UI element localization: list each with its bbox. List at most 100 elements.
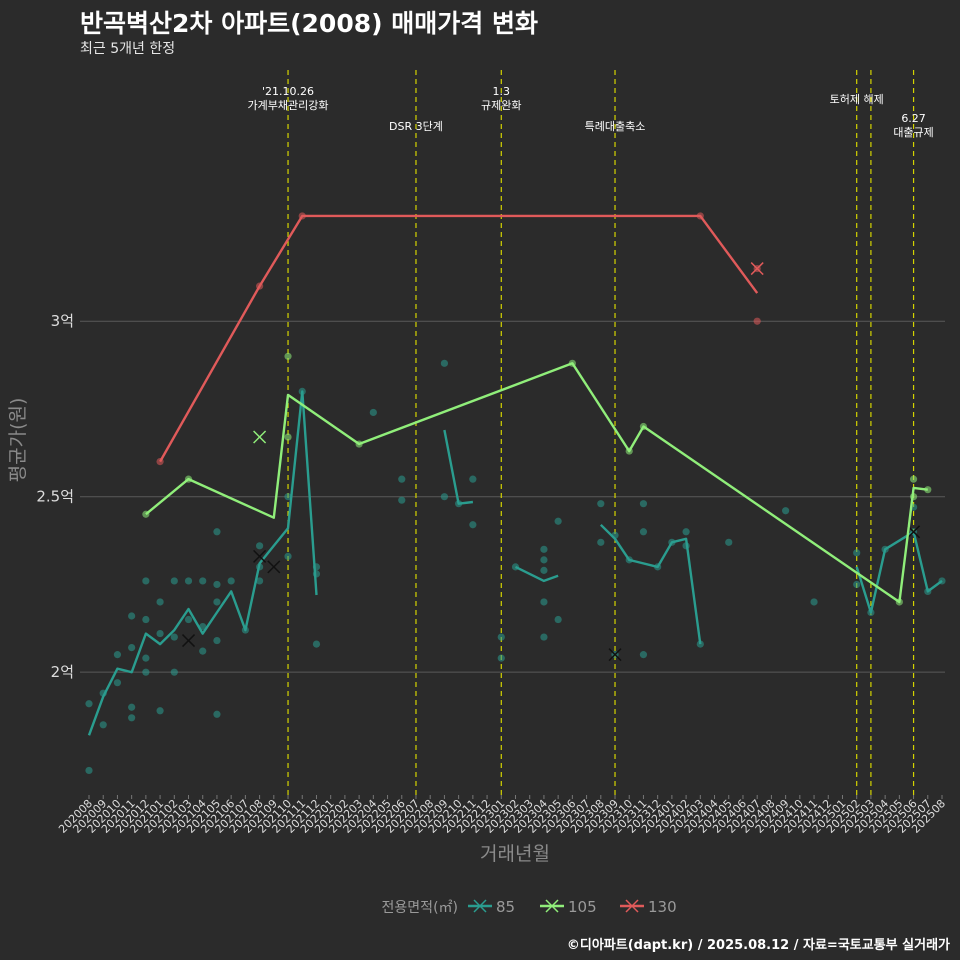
series-layer	[85, 212, 946, 775]
data-point	[398, 475, 406, 483]
legend-label: 105	[568, 898, 597, 916]
data-point	[540, 556, 548, 564]
data-point	[725, 538, 733, 546]
data-point	[284, 552, 292, 560]
series-130	[156, 212, 764, 466]
data-point	[540, 545, 548, 553]
cancel-mark-stroke	[750, 262, 764, 276]
series-line	[145, 362, 928, 604]
data-point	[170, 633, 178, 641]
cancel-mark-stroke	[181, 634, 196, 648]
cancel-mark-stroke	[907, 525, 921, 539]
event-annotation: 1.3 규제완화	[481, 85, 521, 112]
cancel-mark-stroke	[545, 899, 559, 913]
event-annotation: '21.10.26 가계부채관리강화	[248, 85, 329, 112]
data-point	[909, 475, 918, 483]
series-105	[142, 352, 932, 606]
data-point	[853, 549, 861, 557]
data-point	[256, 577, 264, 585]
cancel-mark-stroke	[253, 430, 267, 444]
cancel-mark-stroke	[473, 899, 487, 913]
series-line	[87, 390, 318, 736]
cancelled-trade-mark	[608, 648, 622, 662]
data-point	[682, 528, 690, 536]
data-point	[156, 629, 164, 638]
data-point	[639, 651, 648, 659]
legend-item-130: 130	[620, 898, 677, 916]
data-point	[184, 615, 193, 624]
data-point	[782, 507, 790, 515]
legend-title: 전용면적(㎡)	[382, 900, 458, 916]
series-line	[855, 530, 943, 614]
legend-label: 85	[496, 898, 515, 916]
event-annotation: 6.27 대출규제	[893, 112, 933, 139]
data-point	[213, 710, 221, 718]
legend-item-105: 105	[540, 898, 597, 916]
series-line	[443, 429, 474, 505]
data-point	[184, 577, 193, 585]
cancelled-trade-mark	[750, 262, 764, 276]
data-point	[99, 721, 107, 729]
data-point	[369, 408, 377, 417]
grid-layer	[80, 320, 945, 673]
cancelled-trade-mark	[253, 549, 267, 563]
data-point	[170, 577, 178, 585]
data-point	[256, 542, 264, 550]
data-point	[810, 598, 818, 606]
data-point	[469, 475, 477, 483]
data-point	[128, 703, 136, 711]
cancelled-trade-mark	[181, 634, 196, 648]
chart-title: 반곡벽산2차 아파트(2008) 매매가격 변화	[80, 9, 538, 38]
event-annotation: 토허제 해제	[830, 92, 884, 106]
legend-label: 130	[648, 898, 677, 916]
data-point	[142, 577, 150, 585]
legend-swatch-x	[625, 899, 639, 913]
y-tick-label: 3억	[51, 312, 74, 330]
data-point	[199, 647, 207, 655]
data-point	[142, 615, 150, 624]
event-annotation: DSR 3단계	[389, 120, 443, 133]
series-line	[514, 565, 559, 583]
y-axis-title: 평균가(원)	[7, 398, 29, 483]
data-point	[227, 577, 235, 585]
data-point	[554, 517, 562, 525]
y-tick-label: 2.5억	[36, 488, 74, 506]
data-point	[85, 700, 93, 708]
data-point	[639, 500, 648, 508]
data-point	[128, 644, 136, 652]
cancelled-trade-mark	[267, 560, 281, 574]
data-point	[213, 636, 221, 645]
data-point	[284, 493, 292, 501]
data-point	[469, 521, 477, 529]
data-point	[85, 766, 93, 775]
data-point	[497, 654, 505, 662]
series-line	[599, 523, 702, 645]
data-point	[213, 580, 221, 589]
cancelled-trade-mark	[253, 430, 267, 444]
data-point	[170, 668, 178, 676]
series-85	[85, 359, 946, 775]
data-point	[284, 433, 292, 441]
data-point	[440, 493, 449, 501]
data-point	[639, 528, 648, 536]
data-point	[156, 598, 164, 606]
series-line	[159, 214, 759, 463]
data-point	[213, 598, 221, 606]
data-point	[853, 580, 861, 589]
axis-layer: 2억2.5억3억20200820200920201020201120201220…	[36, 312, 948, 836]
data-point	[312, 640, 321, 648]
legend-item-85: 85	[468, 898, 515, 916]
data-point	[142, 654, 150, 662]
data-point	[540, 633, 548, 641]
legend-swatch-x	[545, 899, 559, 913]
data-point	[199, 577, 207, 585]
x-axis-title: 거래년월	[480, 843, 550, 865]
data-point	[554, 615, 562, 624]
data-point	[284, 352, 292, 360]
data-point	[440, 359, 449, 367]
data-point	[398, 496, 406, 504]
data-point	[540, 566, 548, 574]
data-point	[497, 633, 505, 641]
